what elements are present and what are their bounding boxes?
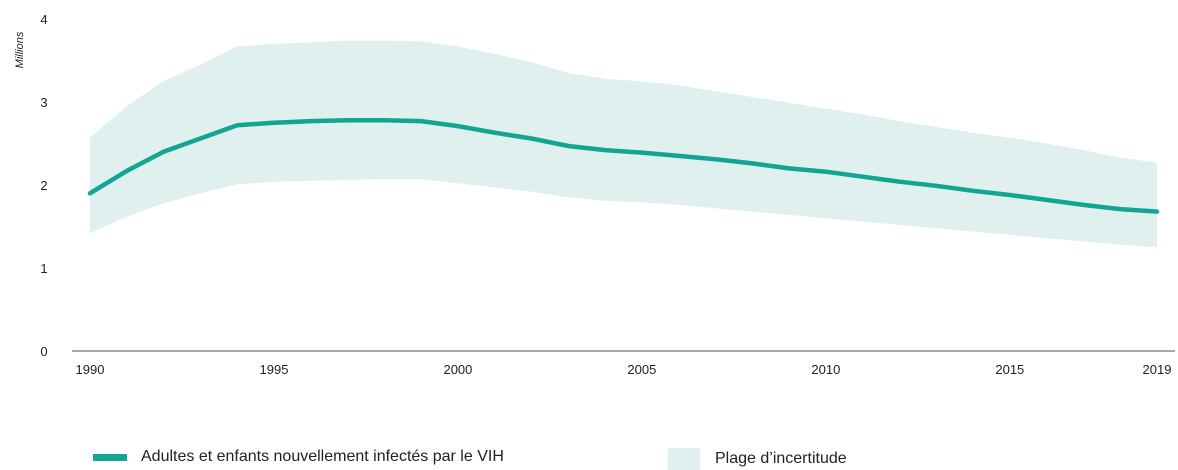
uncertainty-band (90, 40, 1157, 248)
x-tick-label: 1990 (76, 362, 105, 377)
y-axis-label: Millions (14, 31, 26, 68)
y-tick-label: 2 (40, 178, 47, 193)
legend-band-swatch (668, 448, 700, 470)
legend-item-series: Adultes et enfants nouvellement infectés… (93, 448, 504, 466)
series-line-layer (87, 118, 1160, 214)
legend-series-label: Adultes et enfants nouvellement infectés… (141, 448, 504, 465)
x-tick-label: 1995 (260, 362, 289, 377)
chart: 0 1 2 3 4 1990 1995 2000 2005 2010 2015 2019 Milli… (14, 12, 1175, 377)
y-tick-labels: 0 1 2 3 4 (40, 12, 47, 359)
x-tick-label: 2005 (627, 362, 656, 377)
legend-line-swatch (93, 453, 127, 461)
uncertainty-band-layer (90, 40, 1157, 248)
y-tick-label: 4 (40, 12, 47, 27)
x-tick-label: 2010 (811, 362, 840, 377)
legend-band-label: Plage d’incertitude (715, 450, 847, 467)
x-tick-label: 2015 (995, 362, 1024, 377)
series-line-0 (87, 118, 1160, 214)
legend: Adultes et enfants nouvellement infectés… (0, 448, 1178, 470)
x-tick-label: 2019 (1143, 362, 1172, 377)
legend-item-band: Plage d’incertitude (668, 448, 847, 470)
x-tick-label: 2000 (443, 362, 472, 377)
y-tick-label: 1 (40, 261, 47, 276)
y-tick-label: 0 (40, 344, 47, 359)
x-tick-labels: 1990 1995 2000 2005 2010 2015 2019 (76, 362, 1172, 377)
y-tick-label: 3 (40, 95, 47, 110)
